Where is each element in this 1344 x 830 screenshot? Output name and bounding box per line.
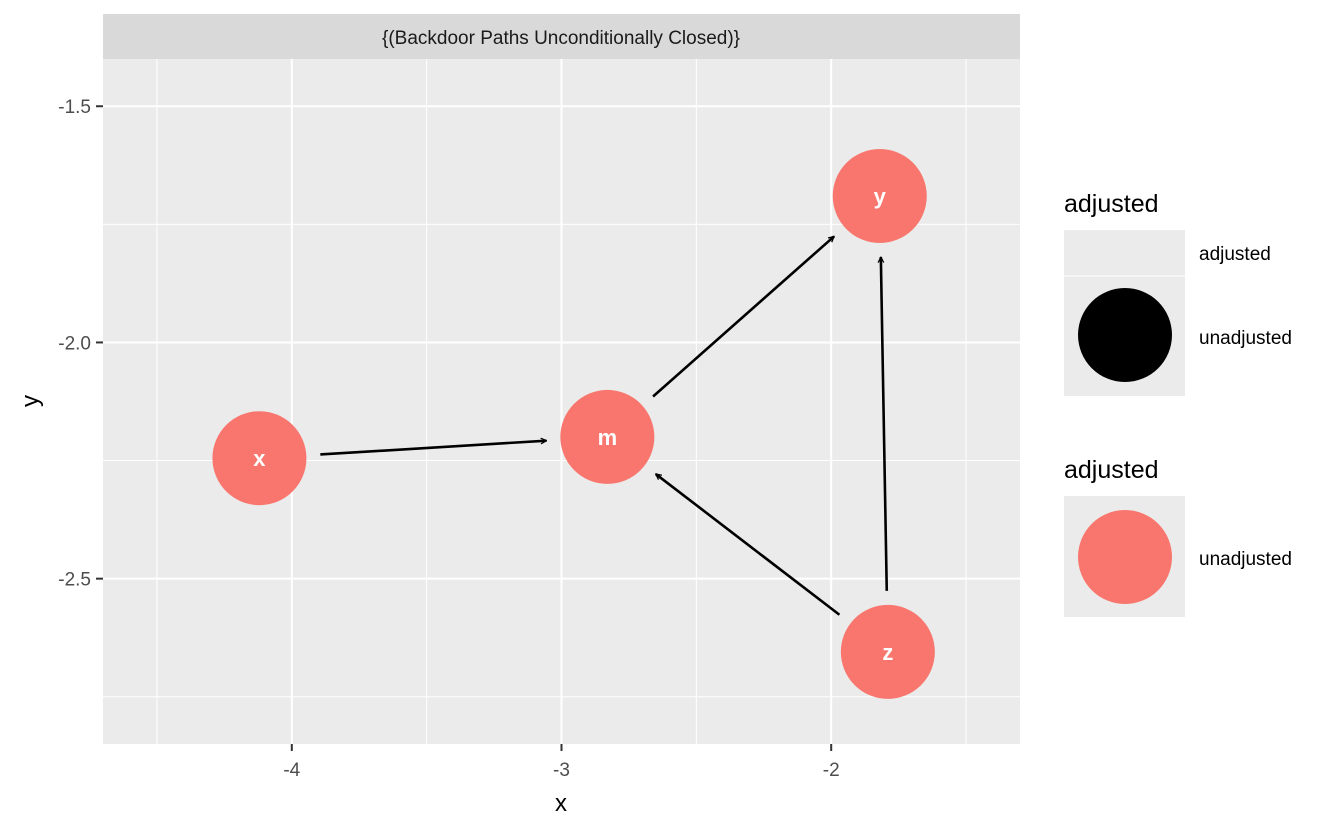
node-label-x: x [253,446,266,471]
legend-adjusted-1: adjusted adjusted unadjusted [1064,190,1292,396]
y-axis: -1.5 -2.0 -2.5 [58,97,103,591]
x-axis-title: x [555,790,567,817]
edge-z-y [881,257,889,591]
node-label-z: z [882,640,893,665]
legend-1-entry-adjusted-label: adjusted [1199,244,1271,265]
x-tick-label: -2 [823,760,840,781]
node-m [560,389,655,484]
legend-1-title: adjusted [1064,190,1159,218]
y-axis-title: y [17,395,44,407]
node-y [832,149,927,243]
node-label-y: y [874,184,887,209]
node-label-m: m [598,425,618,450]
nodes-layer: x m y z [212,149,935,699]
edge-m-y [652,235,834,398]
grid-major [103,59,1020,744]
node-z [840,604,935,699]
edge-z-m [656,473,841,616]
x-tick-label: -3 [553,760,570,781]
legend-2-title: adjusted [1064,456,1159,484]
legend-1-entry-unadjusted-swatch [1078,288,1172,382]
y-tick-label: -2.5 [58,570,91,591]
edge-x-m [320,441,546,456]
facet-strip-label: {(Backdoor Paths Unconditionally Closed)… [382,28,740,49]
legend-adjusted-2: adjusted unadjusted [1064,456,1292,617]
legend-2-entry-unadjusted-swatch [1078,510,1172,604]
node-x [212,411,307,506]
y-tick-label: -1.5 [58,97,91,118]
legend-1-entry-unadjusted-label: unadjusted [1199,328,1292,349]
edges-layer [320,235,889,616]
y-tick-label: -2.0 [58,333,91,354]
x-axis: -4 -3 -2 [283,744,840,781]
legend-2-entry-unadjusted-label: unadjusted [1199,549,1292,570]
facet-strip [103,14,1020,59]
x-tick-label: -4 [283,760,300,781]
